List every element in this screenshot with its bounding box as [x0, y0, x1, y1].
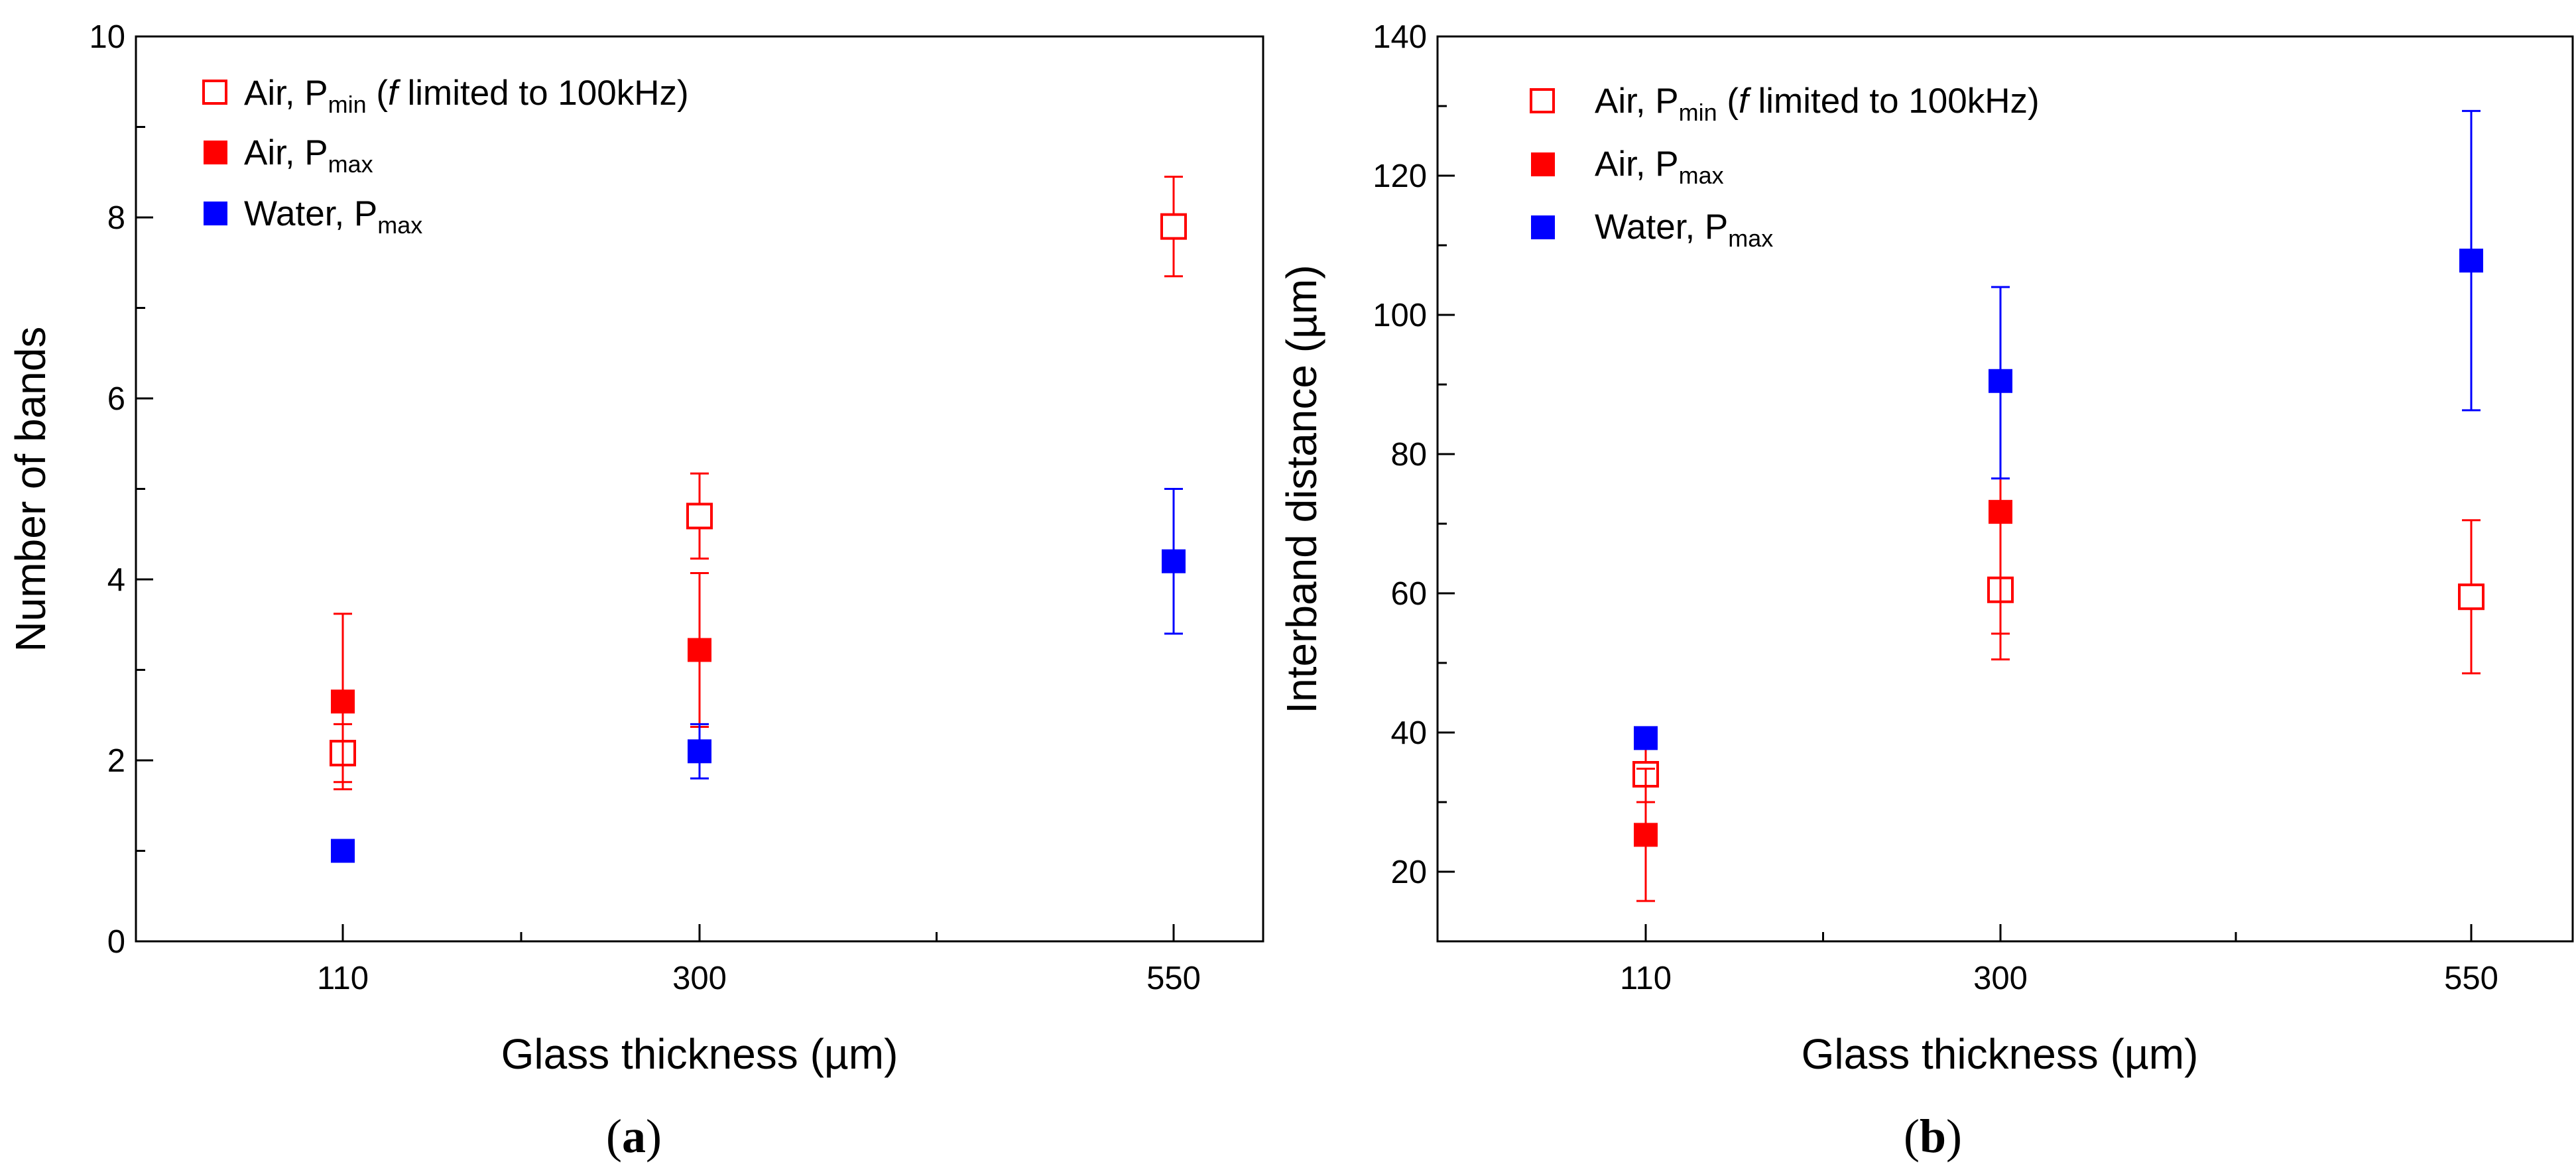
y-tick-label-a-6: 6: [107, 381, 125, 417]
point-a-air-pmin-f-limited-to-10-2: [1160, 213, 1187, 240]
legend-b-swatch-air-max: [1531, 152, 1555, 176]
panel-a: 0 2 4 6 8 10 110 300 550 Glass thickness (µm) Nu…: [7, 19, 1264, 1163]
markers-b: [1632, 109, 2484, 902]
x-tick-label-b-110: 110: [1620, 961, 1672, 996]
x-axis-title-b: Glass thickness (µm): [1802, 1030, 2199, 1078]
y-tick-label-b-100: 100: [1373, 298, 1427, 333]
x-tick-label-b-300: 300: [1973, 961, 2028, 996]
y-tick-label-a-4: 4: [107, 562, 125, 598]
y-tick-label-b-120: 120: [1373, 158, 1427, 194]
caption-a: (a): [606, 1110, 662, 1163]
legend-a: Air, Pmin (f limited to 100kHz) Air, Pma…: [202, 74, 689, 239]
panel-b: 20 40 60 80 100 120 140 110 300 550 Glass thickne…: [1278, 19, 2574, 1163]
point-b-air-pmax-0: [1634, 823, 1658, 847]
legend-a-label-water-max: Water, Pmax: [244, 194, 422, 239]
y-tick-label-b-20: 20: [1390, 854, 1427, 890]
point-b-water-pmax-2: [2459, 249, 2483, 273]
legend-a-swatch-air-min: [202, 80, 227, 105]
y-tick-label-b-60: 60: [1390, 576, 1427, 612]
legend-a-swatch-water-max: [204, 202, 227, 225]
axes-b: 20 40 60 80 100 120 140 110 300 550: [1373, 19, 2498, 996]
caption-b: (b): [1904, 1110, 1962, 1163]
legend-b-label-air-max: Air, Pmax: [1595, 145, 1724, 189]
axes-a: 0 2 4 6 8 10 110 300 550: [89, 19, 1200, 996]
legend-a-swatch-air-max: [204, 141, 227, 164]
point-a-air-pmax-0: [331, 689, 355, 714]
x-tick-label-a-110: 110: [317, 961, 369, 996]
y-axis-title-a: Number of bands: [7, 327, 54, 652]
y-tick-label-a-10: 10: [89, 19, 125, 55]
legend-b-swatch-water-max: [1531, 215, 1555, 239]
legend-b-label-water-max: Water, Pmax: [1595, 207, 1773, 252]
y-tick-label-a-8: 8: [107, 200, 125, 236]
point-a-water-pmax-0: [331, 839, 355, 863]
y-tick-label-b-140: 140: [1373, 19, 1427, 55]
x-tick-label-a-550: 550: [1146, 961, 1201, 996]
point-a-water-pmax-1: [688, 739, 711, 764]
point-b-air-pmin-f-limited-to-10-2: [2458, 583, 2484, 611]
legend-b-swatch-air-min: [1530, 88, 1555, 113]
point-b-water-pmax-1: [1989, 369, 2012, 393]
x-tick-label-a-300: 300: [672, 961, 727, 996]
point-a-air-pmin-f-limited-to-10-1: [686, 502, 713, 530]
y-tick-label-b-80: 80: [1390, 437, 1427, 473]
markers-a: [330, 176, 1187, 863]
point-b-water-pmax-0: [1634, 726, 1658, 750]
legend-b-label-air-min: Air, Pmin (f limited to 100kHz): [1595, 82, 2040, 126]
y-tick-label-b-40: 40: [1390, 715, 1427, 751]
point-b-air-pmax-1: [1989, 500, 2012, 524]
plot-frame-b: [1436, 35, 2574, 943]
legend-a-label-air-max: Air, Pmax: [244, 133, 373, 178]
legend-b: Air, Pmin (f limited to 100kHz) Air, Pma…: [1530, 82, 2040, 252]
y-tick-label-a-0: 0: [107, 924, 125, 960]
y-tick-label-a-2: 2: [107, 743, 125, 779]
legend-a-label-air-min: Air, Pmin (f limited to 100kHz): [244, 74, 689, 118]
x-tick-label-b-550: 550: [2444, 961, 2498, 996]
x-axis-title-a: Glass thickness (µm): [501, 1030, 898, 1078]
point-a-water-pmax-2: [1162, 549, 1186, 573]
point-a-air-pmax-1: [688, 638, 711, 662]
y-axis-title-b: Interband distance (µm): [1278, 265, 1325, 713]
